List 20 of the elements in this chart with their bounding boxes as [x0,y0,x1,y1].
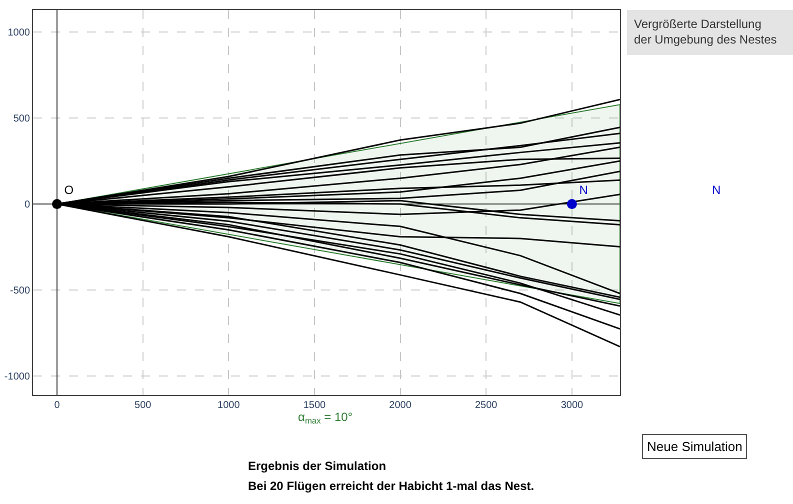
series-label: O [64,182,74,197]
y-tick-label: -500 [10,286,30,297]
y-tick-label: -1000 [4,372,30,383]
x-tick-label: 0 [54,400,60,411]
series-label: N [579,182,588,197]
x-tick-label: 2500 [474,400,498,411]
x-tick-label: 2000 [389,400,412,411]
text: Neue Simulation [647,439,742,454]
text: α$_{max}$ = 10° [298,410,353,426]
y-tick-label: 500 [13,114,30,125]
text: N [712,183,721,197]
x-tick-label: 1500 [303,400,326,411]
text: Ergebnis der Simulation [248,459,386,473]
x-tick-label: 500 [134,400,152,411]
x-tick-label: 1000 [218,400,240,411]
text: Vergrößerte Darstellung der Umgebung des Nestes [634,17,777,47]
text: Bei 20 Flügen erreicht der Habicht 1-mal das Nest. [248,479,534,493]
y-tick-label: 0 [24,200,30,211]
y-tick-label: 1000 [8,28,30,39]
x-tick-label: 3000 [560,400,584,411]
